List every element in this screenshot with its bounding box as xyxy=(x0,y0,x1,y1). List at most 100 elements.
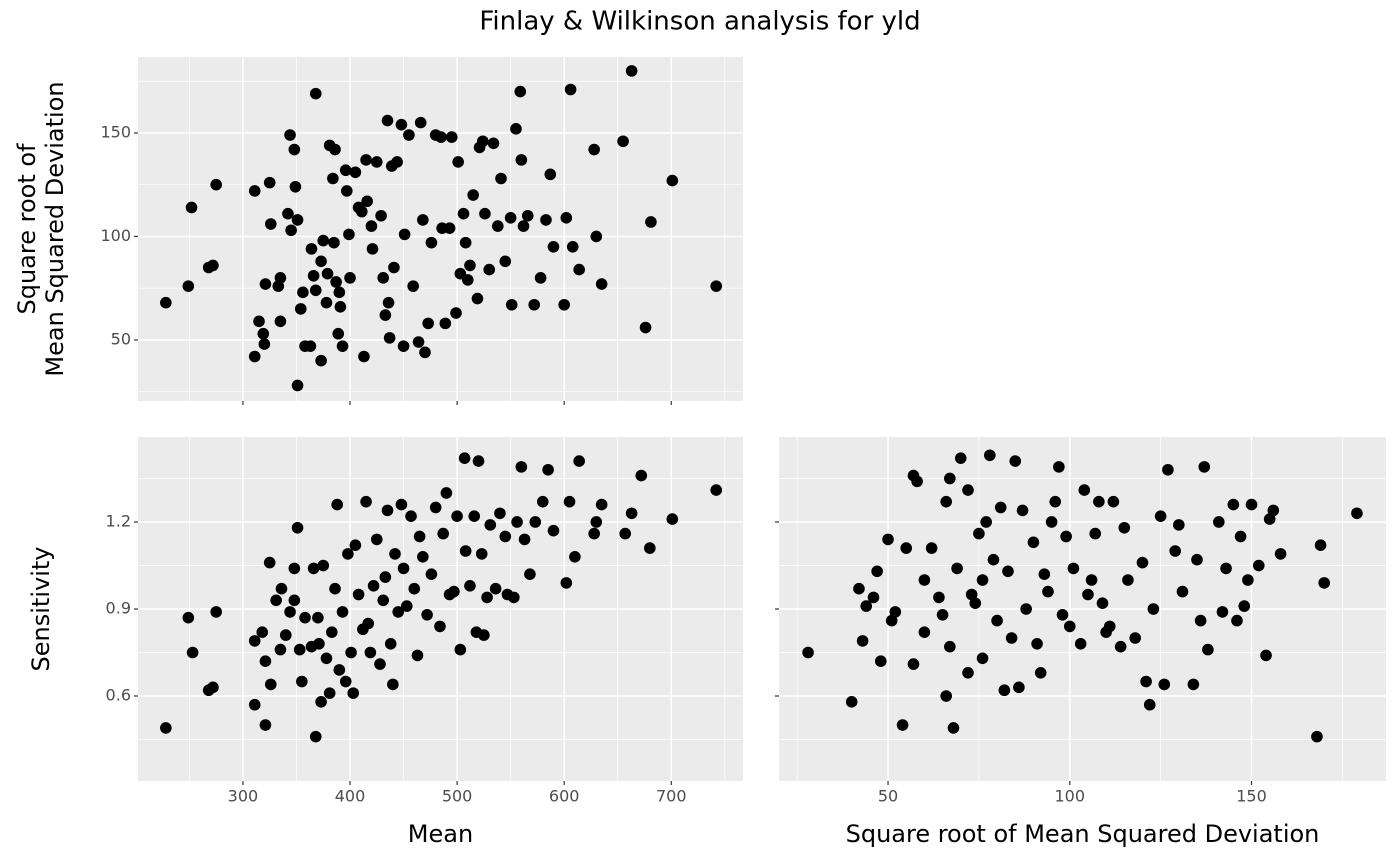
point xyxy=(296,675,308,688)
point xyxy=(644,542,656,554)
point xyxy=(951,562,963,575)
point xyxy=(1194,614,1207,627)
point xyxy=(573,455,585,467)
point xyxy=(389,548,401,560)
point xyxy=(253,315,265,328)
point xyxy=(529,516,542,528)
point xyxy=(504,212,517,224)
point xyxy=(478,629,490,641)
point xyxy=(1122,574,1134,586)
point xyxy=(329,143,341,156)
point xyxy=(334,301,347,313)
point xyxy=(471,292,484,305)
point xyxy=(403,129,415,141)
y-tick-label: 50 xyxy=(111,329,131,348)
point xyxy=(284,606,296,618)
point xyxy=(307,562,320,575)
y-axis-title: Square root of xyxy=(13,143,41,315)
x-tick-label: 500 xyxy=(442,787,473,806)
point xyxy=(1314,539,1327,551)
point xyxy=(588,527,600,540)
point xyxy=(973,527,985,540)
point xyxy=(307,269,320,282)
point xyxy=(1060,530,1072,543)
point xyxy=(1034,667,1047,679)
point xyxy=(459,545,472,557)
point xyxy=(563,495,576,508)
point xyxy=(1176,585,1189,598)
point xyxy=(885,614,898,627)
point xyxy=(435,131,447,143)
point xyxy=(417,214,429,226)
point xyxy=(1056,609,1069,621)
point xyxy=(315,354,327,367)
x-tick-label: 400 xyxy=(335,787,366,806)
point xyxy=(1114,640,1127,653)
point xyxy=(294,303,307,315)
point xyxy=(332,327,345,340)
point xyxy=(274,315,287,328)
point xyxy=(918,574,931,586)
point xyxy=(994,501,1007,514)
point xyxy=(417,550,429,563)
point xyxy=(871,565,883,578)
point xyxy=(1118,521,1131,534)
point xyxy=(518,533,531,546)
point xyxy=(326,626,338,639)
point xyxy=(845,696,858,708)
x-tick-label: 100 xyxy=(1055,787,1086,806)
point xyxy=(285,224,297,237)
point xyxy=(421,609,433,621)
point xyxy=(360,495,372,508)
point xyxy=(387,678,399,691)
point xyxy=(1260,649,1272,662)
point xyxy=(475,548,488,560)
point xyxy=(160,296,172,309)
point xyxy=(207,681,219,694)
y-axis-title: Mean Squared Deviation xyxy=(41,81,69,376)
point xyxy=(333,664,346,676)
chart-title: Finlay & Wilkinson analysis for yld xyxy=(479,7,920,37)
point xyxy=(508,591,520,604)
point xyxy=(362,617,375,630)
point xyxy=(980,516,992,528)
point xyxy=(991,614,1003,627)
point xyxy=(495,172,507,185)
point xyxy=(1252,559,1265,572)
point xyxy=(1202,643,1214,656)
point xyxy=(364,646,377,659)
point xyxy=(1067,562,1080,575)
y-tick-label: 0.6 xyxy=(106,686,131,705)
point xyxy=(182,611,195,624)
point xyxy=(573,263,585,276)
point xyxy=(1136,556,1149,569)
point xyxy=(445,131,458,143)
point xyxy=(1129,632,1142,644)
point xyxy=(962,667,974,679)
point xyxy=(440,487,453,499)
point xyxy=(666,513,679,525)
point xyxy=(264,218,277,230)
point xyxy=(395,118,408,131)
point xyxy=(413,530,426,543)
y-tick-label: 150 xyxy=(100,122,131,141)
point xyxy=(327,172,339,185)
point xyxy=(889,606,902,618)
point xyxy=(336,606,349,618)
y-axis-title: Sensitivity xyxy=(27,547,55,672)
point xyxy=(398,228,411,241)
point xyxy=(330,276,342,288)
point xyxy=(489,582,502,595)
point xyxy=(291,521,304,534)
point xyxy=(514,85,527,98)
x-tick-label: 700 xyxy=(656,787,687,806)
point xyxy=(379,571,392,583)
point xyxy=(448,585,460,598)
point xyxy=(521,209,534,222)
point xyxy=(962,484,974,496)
point xyxy=(160,722,172,734)
point xyxy=(434,620,446,633)
point xyxy=(1016,504,1029,517)
point xyxy=(1063,620,1076,633)
point xyxy=(391,156,403,168)
